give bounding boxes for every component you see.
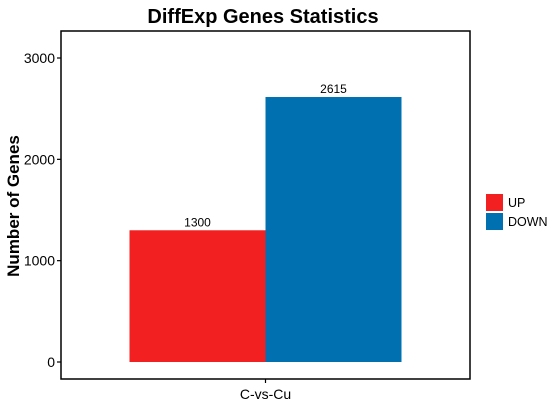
bars: 1300 2615 xyxy=(129,82,402,362)
legend: UP DOWN xyxy=(486,194,548,230)
legend-swatch-up xyxy=(486,194,503,211)
x-axis: C-vs-Cu xyxy=(240,379,291,402)
chart-title: DiffExp Genes Statistics xyxy=(147,6,378,28)
y-tick-label: 0 xyxy=(47,354,55,370)
bar-up xyxy=(129,230,266,362)
y-tick-label: 1000 xyxy=(24,253,55,269)
legend-label-up: UP xyxy=(508,196,525,210)
bar-value-label: 2615 xyxy=(320,82,347,96)
y-tick-label: 3000 xyxy=(24,50,55,66)
bar-down xyxy=(265,97,402,362)
y-tick-label: 2000 xyxy=(24,151,55,167)
x-tick-label: C-vs-Cu xyxy=(240,386,291,402)
legend-swatch-down xyxy=(486,213,503,230)
y-axis: 0 1000 2000 3000 xyxy=(24,50,61,370)
y-axis-label: Number of Genes xyxy=(4,135,23,277)
bar-value-label: 1300 xyxy=(184,215,211,229)
legend-label-down: DOWN xyxy=(508,215,548,229)
